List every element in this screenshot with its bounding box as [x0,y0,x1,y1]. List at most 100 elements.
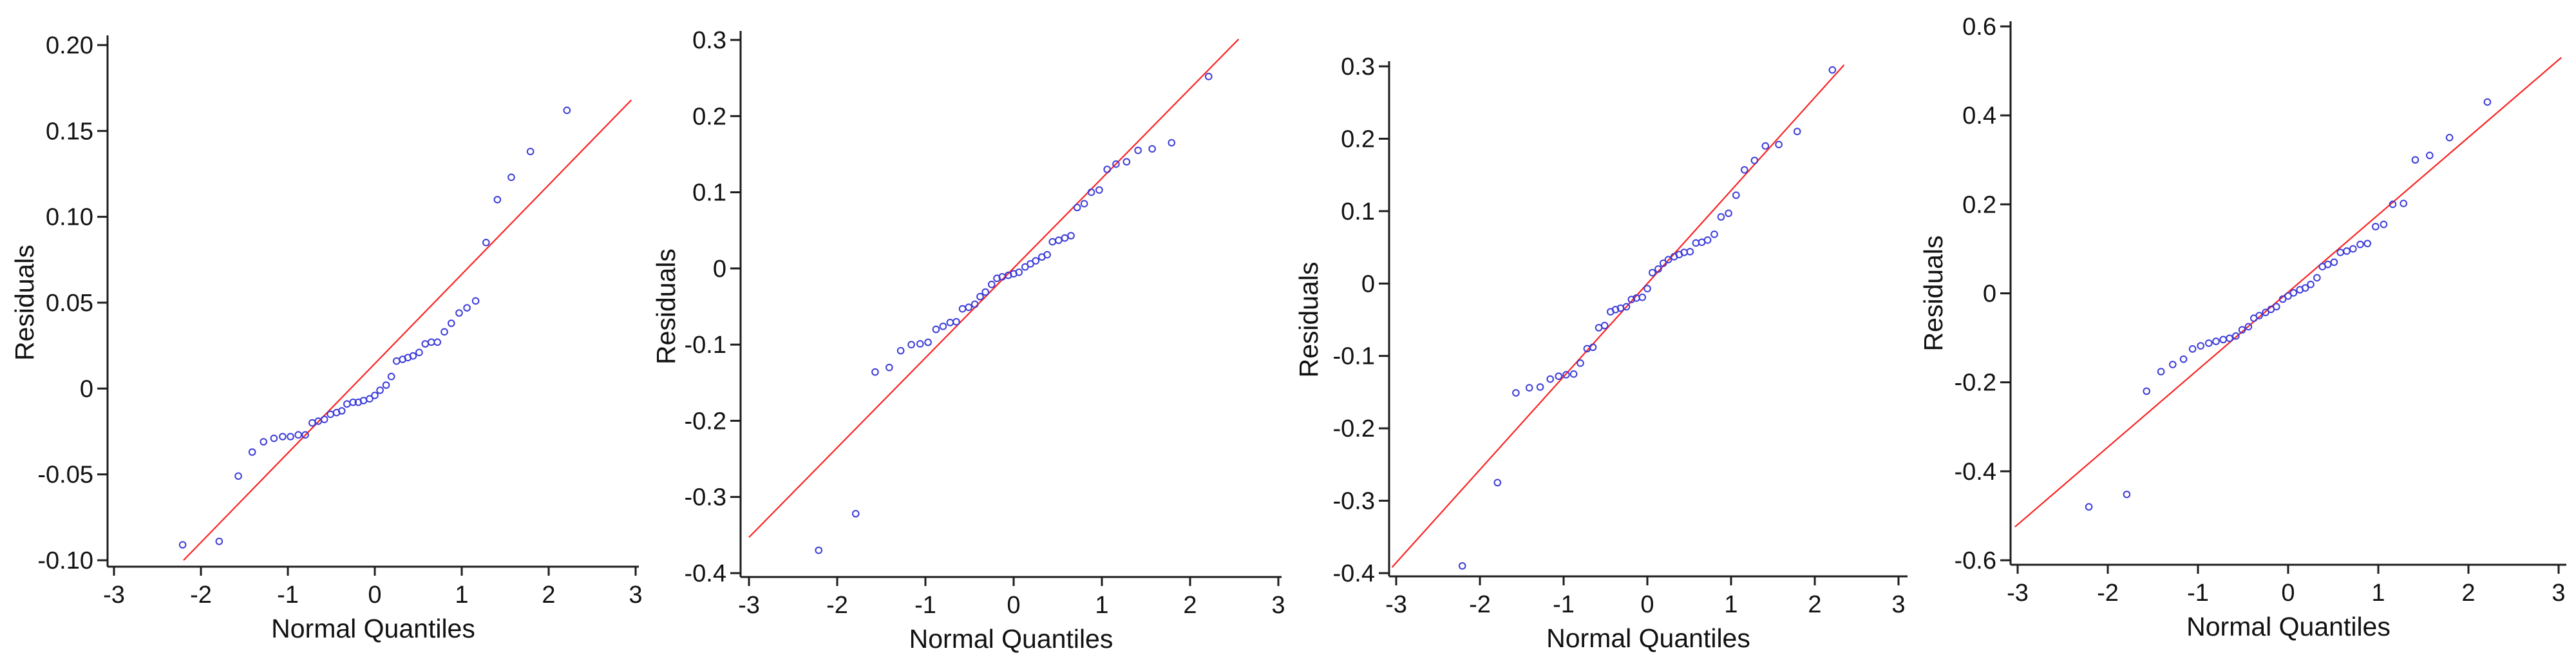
data-point [1775,140,1783,149]
data-point [287,433,294,440]
data-point [382,381,390,389]
y-tick-label: -0.10 [37,547,93,574]
x-tick-label: -1 [277,582,299,609]
x-axis-title: Normal Quantiles [1546,623,1750,653]
y-tick-label: 0 [1361,270,1375,298]
data-point [1021,263,1029,271]
x-axis-title: Normal Quantiles [271,614,475,643]
x-tick-label: 2 [542,582,555,609]
data-point [952,317,960,326]
x-tick-label: -3 [2007,580,2029,607]
data-point [1732,191,1740,199]
data-point [1761,142,1770,150]
data-point [2123,490,2131,498]
data-point [2143,387,2151,395]
x-tick-label: 2 [2461,580,2475,607]
qq-plot-panel-3: -3 -2 -1 0 1 2 3 0.3 0.2 0.1 0 -0.1 -0.2 -0.3 -0.4 Norm… [1294,53,1908,653]
qq-plot-panel-4: -3 -2 -1 0 1 2 3 0.6 0.4 0.2 0 -0.2 -0.4 -0.6 Normal Q… [1918,14,2566,641]
data-point [815,546,823,554]
data-point [2169,361,2177,368]
data-point [2244,323,2253,331]
x-tick-label: -3 [1385,591,1407,618]
data-point [1103,166,1112,173]
data-point [958,305,967,313]
x-tick-label: -1 [1553,591,1575,618]
data-point [349,398,357,406]
y-tick-label: 0.6 [1962,14,1996,41]
data-point [1750,156,1759,164]
data-point [1546,375,1555,383]
y-tick-label: 0.1 [1341,198,1375,225]
data-point [440,328,448,336]
y-tick-label: -0.3 [1333,488,1375,515]
data-points [815,72,1213,554]
y-axis-title: Residuals [651,249,681,364]
y-axis-title: Residuals [1918,235,1948,351]
data-point [987,280,996,288]
x-tick-label: 0 [1007,592,1020,619]
data-point [433,338,442,346]
data-point [907,341,915,348]
data-point [427,338,435,346]
data-point [2188,345,2197,353]
reference-line [183,99,632,561]
data-point [270,434,278,442]
data-point [2205,339,2213,347]
data-point [2278,295,2287,303]
data-point [409,352,417,360]
data-point [932,325,940,334]
data-point [1525,384,1533,392]
x-tick-label: 0 [1640,591,1654,618]
data-point [2380,220,2388,229]
x-tick-label: 2 [1183,592,1197,619]
data-point [1659,260,1667,267]
data-point [2219,336,2228,344]
data-point [1589,343,1597,352]
data-point [1577,359,1584,367]
y-tick-label: 0.2 [1962,191,1996,218]
data-point [2330,258,2338,266]
data-points [178,106,571,549]
data-point [1643,285,1651,292]
y-tick-label: 0 [713,256,726,283]
x-tick-label: 3 [2552,580,2565,607]
data-point [2363,240,2372,247]
data-point [939,322,947,330]
data-point [1073,203,1081,212]
data-point [1611,305,1620,314]
data-point [1717,213,1725,221]
data-point [455,309,463,317]
y-tick-label: -0.2 [1333,415,1375,442]
x-tick-label: 1 [1095,592,1108,619]
x-tick-label: -2 [190,582,212,609]
data-point [507,173,515,182]
data-point [366,395,374,403]
x-tick-label: -2 [1469,591,1491,618]
data-point [1134,146,1142,155]
data-point [886,363,893,372]
data-point [871,368,879,376]
data-point [493,196,502,203]
data-point [2232,332,2240,340]
y-tick-label: 0 [80,375,93,402]
data-point [1204,72,1213,80]
data-point [248,448,256,456]
data-points [2085,98,2492,511]
data-point [320,415,328,424]
data-point [415,348,423,357]
data-point [376,386,384,394]
data-point [1555,372,1563,380]
data-point [1703,236,1712,244]
data-point [2085,503,2093,511]
x-tick-label: 3 [1891,591,1905,618]
reference-line [2014,57,2562,528]
data-point [946,319,954,326]
data-point [1458,562,1466,570]
data-point [1622,303,1631,311]
data-point [2372,223,2380,231]
y-tick-label: -0.2 [1955,370,1996,397]
data-point [563,106,571,115]
data-point [2483,98,2492,106]
